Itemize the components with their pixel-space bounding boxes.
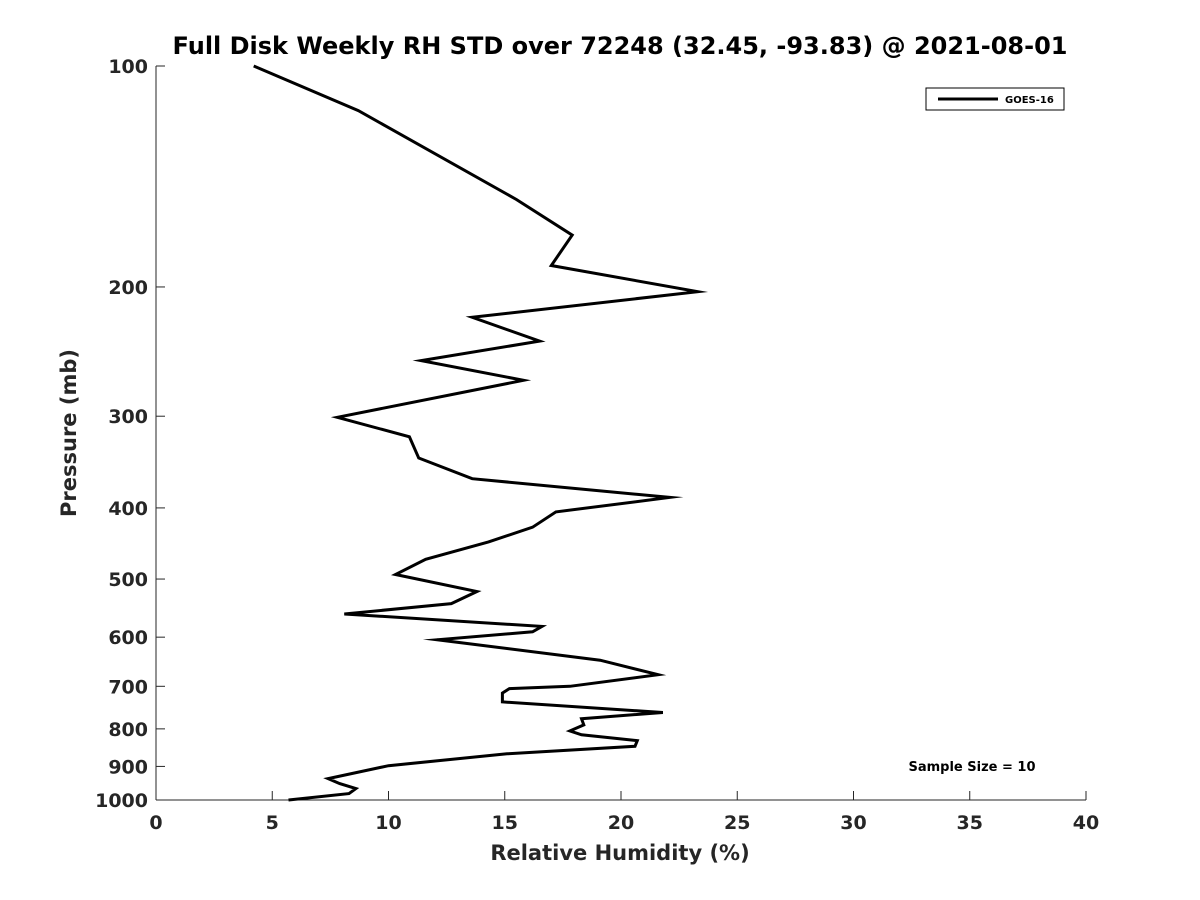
x-tick-label: 20 (608, 812, 634, 834)
y-tick-label: 700 (108, 676, 148, 698)
y-tick-label: 100 (108, 56, 148, 78)
x-axis-label: Relative Humidity (%) (490, 841, 749, 865)
x-tick-label: 5 (266, 812, 279, 834)
legend-label: GOES-16 (1005, 95, 1054, 106)
chart-title: Full Disk Weekly RH STD over 72248 (32.4… (173, 32, 1068, 60)
legend: GOES-16 (925, 87, 1065, 111)
sample-size-annotation: Sample Size = 10 (908, 760, 1035, 775)
x-tick-label: 25 (724, 812, 750, 834)
x-tick-label: 15 (492, 812, 518, 834)
y-tick-label: 900 (108, 756, 148, 778)
y-tick-label: 200 (108, 277, 148, 299)
x-tick-label: 0 (149, 812, 162, 834)
y-tick-label: 1000 (95, 790, 148, 812)
y-tick-label: 600 (108, 627, 148, 649)
y-tick-label: 800 (108, 719, 148, 741)
x-tick-label: 10 (375, 812, 401, 834)
series-layer (253, 64, 709, 802)
x-tick-label: 40 (1073, 812, 1099, 834)
x-axis-ticks: 0 5 10 15 20 25 30 35 40 (149, 791, 1099, 834)
series-line-0 (253, 64, 709, 802)
x-tick-label: 30 (840, 812, 866, 834)
y-tick-label: 400 (108, 498, 148, 520)
y-axis-label: Pressure (mb) (57, 349, 81, 517)
y-tick-label: 300 (108, 406, 148, 428)
x-tick-label: 35 (957, 812, 983, 834)
y-tick-label: 500 (108, 569, 148, 591)
y-axis-ticks: 100 200 300 400 500 600 700 800 900 1000 (95, 56, 165, 812)
